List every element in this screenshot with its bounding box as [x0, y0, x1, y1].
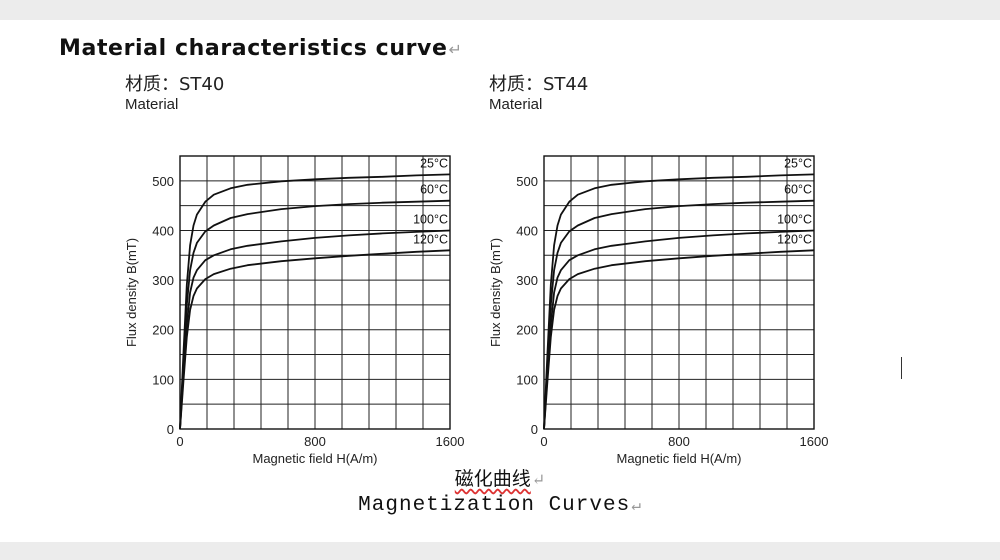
- caption-english: Magnetization Curves↵: [0, 494, 1000, 517]
- paragraph-mark-icon: ↵: [631, 497, 642, 515]
- material-title: 材质：ST44: [489, 74, 589, 95]
- series-label: 120°C: [413, 232, 448, 246]
- series-label: 25°C: [420, 156, 448, 170]
- chart-st40: 0 100 200 300 400 500 0 800 1600 Magnetic field H…: [118, 70, 478, 466]
- section-heading: Material characteristics curve↵: [59, 36, 463, 61]
- caption-english-text: Magnetization Curves: [358, 494, 631, 517]
- paragraph-mark-icon: ↵: [531, 470, 546, 489]
- series-line: [543, 249, 815, 430]
- x-axis-label: Magnetic field H(A/m): [253, 451, 378, 466]
- x-tick-label: 0: [540, 434, 547, 449]
- material-subtitle: Material: [489, 96, 543, 113]
- y-tick-label: 200: [516, 323, 538, 338]
- series-line: [179, 229, 451, 430]
- y-tick-label: 400: [152, 223, 174, 238]
- caption-chinese-text: 磁化曲线: [454, 468, 531, 490]
- y-tick-label: 300: [516, 273, 538, 288]
- y-axis-label: Flux density B(mT): [488, 238, 503, 347]
- x-tick-label: 1600: [436, 434, 465, 449]
- y-tick-label: 200: [152, 323, 174, 338]
- series-line: [543, 173, 815, 430]
- plot-frame: [543, 155, 815, 430]
- series-label: 60°C: [420, 183, 448, 197]
- series-line: [543, 229, 815, 430]
- y-tick-label: 0: [167, 422, 174, 437]
- series-label: 100°C: [777, 212, 812, 226]
- chart-canvas: 0 100 200 300 400 500 0 800 1600 Magnetic field H…: [124, 155, 465, 466]
- series-line: [179, 173, 451, 430]
- heading-text: Material characteristics curve: [59, 36, 448, 61]
- y-tick-label: 500: [516, 174, 538, 189]
- x-tick-label: 800: [668, 434, 690, 449]
- document-page: Material characteristics curve↵ 0 100 200 3…: [0, 20, 1000, 542]
- y-tick-label: 500: [152, 174, 174, 189]
- x-tick-label: 1600: [800, 434, 829, 449]
- material-title: 材质：ST40: [125, 74, 225, 95]
- material-subtitle: Material: [125, 96, 179, 113]
- caption-chinese: 磁化曲线↵: [0, 464, 1000, 491]
- paragraph-mark-icon: ↵: [448, 40, 463, 59]
- series-label: 100°C: [413, 212, 448, 226]
- series-label: 120°C: [777, 232, 812, 246]
- x-axis-label: Magnetic field H(A/m): [617, 451, 742, 466]
- y-axis-label: Flux density B(mT): [124, 238, 139, 347]
- series-label: 25°C: [784, 156, 812, 170]
- y-tick-label: 400: [516, 223, 538, 238]
- x-tick-label: 800: [304, 434, 326, 449]
- y-tick-label: 300: [152, 273, 174, 288]
- series-line: [179, 249, 451, 430]
- chart-canvas: 0 100 200 300 400 500 0 800 1600 Magnetic field H…: [488, 155, 829, 466]
- y-tick-label: 100: [152, 372, 174, 387]
- chart-st44: 0 100 200 300 400 500 0 800 1600 Magnetic field H…: [482, 70, 842, 466]
- y-tick-label: 0: [531, 422, 538, 437]
- x-tick-label: 0: [176, 434, 183, 449]
- series-line: [543, 199, 815, 430]
- series-line: [179, 199, 451, 430]
- plot-frame: [179, 155, 451, 430]
- series-label: 60°C: [784, 183, 812, 197]
- y-tick-label: 100: [516, 372, 538, 387]
